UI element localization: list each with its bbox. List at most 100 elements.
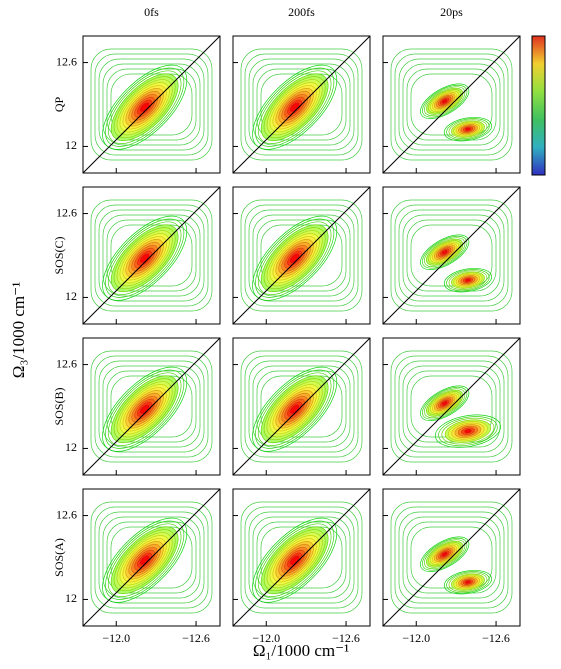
- panel-frame: [382, 35, 521, 174]
- contour: [406, 370, 497, 443]
- contour: [257, 523, 332, 597]
- contour: [107, 372, 182, 446]
- contour: [446, 118, 490, 141]
- panel-contours: [383, 338, 520, 475]
- y-tick-label: 12: [65, 138, 77, 152]
- contour: [465, 127, 471, 131]
- contour: [255, 369, 335, 449]
- y-tick-label: 12: [65, 289, 77, 303]
- contour: [252, 516, 351, 599]
- contour: [448, 119, 488, 139]
- contour: [106, 68, 197, 141]
- diagonal: [83, 489, 220, 626]
- contour: [406, 521, 497, 594]
- x-tick-label: −12.6: [332, 631, 360, 645]
- contour: [441, 552, 448, 557]
- contour: [410, 526, 493, 589]
- contour: [98, 511, 205, 604]
- contour: [98, 209, 205, 302]
- contour: [102, 64, 188, 150]
- contour: [102, 215, 188, 301]
- contour: [240, 48, 363, 161]
- panel-frame: [232, 186, 371, 325]
- diagonal: [233, 187, 370, 324]
- contour: [465, 580, 471, 584]
- column-title: 0fs: [144, 5, 159, 19]
- contour: [102, 63, 201, 146]
- contour: [106, 370, 197, 443]
- contour: [438, 416, 498, 447]
- contour: [90, 48, 213, 161]
- contour: [448, 270, 488, 290]
- contour: [255, 218, 335, 298]
- contour: [102, 516, 201, 599]
- contour: [94, 355, 209, 458]
- diagonal: [383, 36, 520, 173]
- x-tick-label: −12.6: [182, 631, 210, 645]
- panel-contours: [383, 489, 520, 626]
- contour: [252, 64, 338, 150]
- contour: [90, 501, 213, 614]
- contour: [94, 204, 209, 307]
- panel-contours: [83, 187, 220, 324]
- row-label: SOS(A): [52, 538, 66, 577]
- contour: [244, 204, 359, 307]
- contour: [402, 63, 501, 146]
- contour: [394, 506, 509, 609]
- contour: [256, 370, 347, 443]
- contour: [410, 73, 493, 136]
- contour: [90, 350, 213, 463]
- contour: [248, 58, 355, 151]
- panel-frame: [382, 186, 521, 325]
- panel-frame: [82, 488, 221, 627]
- contour: [255, 520, 335, 600]
- panel-contours: [383, 187, 520, 324]
- y-axis-label: Ω₃/1000 cm⁻¹: [9, 282, 28, 378]
- contour: [244, 53, 359, 156]
- contour: [448, 572, 488, 592]
- contour: [94, 506, 209, 609]
- contour: [443, 117, 493, 142]
- panel-frame: [82, 337, 221, 476]
- contour: [248, 360, 355, 453]
- panel-frame: [382, 488, 521, 627]
- contour: [252, 517, 338, 603]
- x-tick-label: −12.6: [482, 631, 510, 645]
- contour: [402, 516, 501, 599]
- row-label: SOS(B): [52, 387, 66, 425]
- panel-contours: [83, 489, 220, 626]
- diagonal: [233, 338, 370, 475]
- row-label: QP: [52, 97, 66, 113]
- panel-contours: [83, 338, 220, 475]
- contour: [94, 53, 209, 156]
- contour: [402, 214, 501, 297]
- contour: [252, 214, 351, 297]
- contour: [248, 209, 355, 302]
- contour: [441, 401, 448, 406]
- panel-contours: [233, 338, 370, 475]
- diagonal: [233, 489, 370, 626]
- contour: [105, 369, 185, 449]
- y-tick-label: 12: [65, 440, 77, 454]
- panel-contours: [233, 187, 370, 324]
- column-title: 20ps: [440, 5, 463, 19]
- contour: [257, 372, 332, 446]
- contour: [424, 388, 466, 419]
- contour: [240, 350, 363, 463]
- contour: [446, 269, 490, 292]
- diagonal: [383, 187, 520, 324]
- contour: [441, 250, 448, 255]
- contour: [434, 414, 501, 448]
- contour: [406, 219, 497, 292]
- contour: [394, 204, 509, 307]
- contour: [406, 68, 497, 141]
- contour: [107, 523, 182, 597]
- panel-frame: [232, 337, 371, 476]
- contour: [398, 511, 505, 604]
- contour: [102, 214, 201, 297]
- x-axis-label: Ω₁/1000 cm⁻¹: [253, 641, 349, 660]
- contour: [390, 199, 513, 312]
- contour: [248, 511, 355, 604]
- contour: [422, 537, 468, 571]
- contour: [240, 501, 363, 614]
